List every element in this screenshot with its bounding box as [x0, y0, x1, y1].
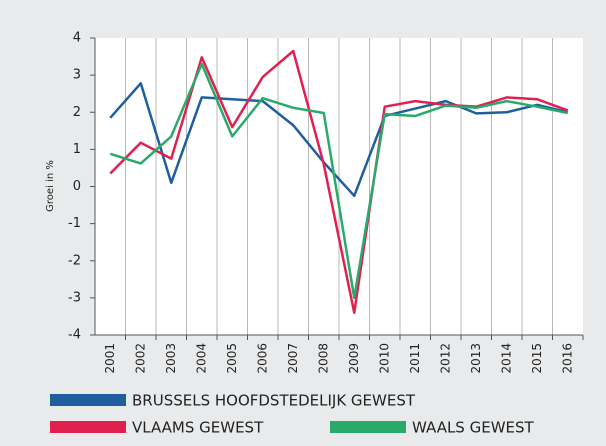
legend-swatch: [330, 421, 406, 433]
y-tick-label: 3: [73, 68, 81, 83]
series-line: [109, 82, 569, 198]
x-tick-label: 2012: [438, 343, 452, 374]
legend-label: WAALS GEWEST: [412, 419, 535, 437]
x-tick-label: 2002: [133, 343, 147, 374]
y-tick-label: -2: [68, 253, 81, 268]
x-tick-label: 2009: [347, 343, 361, 374]
x-tick-label: 2008: [316, 343, 330, 374]
y-axis-label: Groei in %: [45, 160, 56, 212]
legend-label: VLAAMS GEWEST: [132, 419, 264, 437]
y-tick-label: -3: [68, 290, 81, 305]
y-tick-label: 0: [73, 179, 81, 194]
series-line: [109, 62, 569, 300]
y-tick-label: 4: [73, 31, 81, 46]
legend-label: BRUSSELS HOOFDSTEDELIJK GEWEST: [132, 392, 416, 410]
x-tick-label: 2015: [530, 343, 544, 374]
x-tick-label: 2016: [560, 343, 574, 374]
y-tick-label: 2: [73, 105, 81, 120]
x-tick-label: 2007: [286, 343, 300, 374]
x-tick-label: 2001: [103, 343, 117, 374]
y-tick-label: -1: [68, 216, 81, 231]
legend-swatch: [50, 421, 126, 433]
y-tick-label: -4: [68, 328, 81, 343]
x-tick-label: 2010: [377, 343, 391, 374]
legend-swatch: [50, 394, 126, 406]
x-tick-label: 2013: [469, 343, 483, 374]
x-tick-label: 2014: [499, 343, 513, 374]
x-tick-label: 2006: [255, 343, 269, 374]
x-tick-label: 2004: [194, 343, 208, 374]
x-tick-label: 2011: [408, 343, 422, 374]
series-line: [109, 49, 569, 314]
x-tick-label: 2003: [164, 343, 178, 374]
x-tick-label: 2005: [225, 343, 239, 374]
y-tick-label: 1: [73, 142, 81, 157]
